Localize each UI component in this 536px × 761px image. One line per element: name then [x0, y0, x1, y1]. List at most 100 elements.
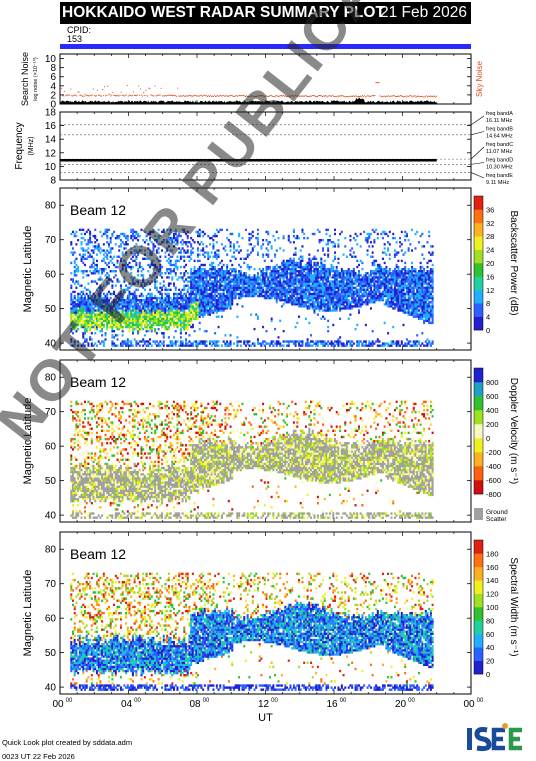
- power-cell: [332, 270, 335, 273]
- power-cell: [195, 301, 198, 304]
- power-cell: [77, 305, 80, 308]
- power-cell: [193, 309, 196, 312]
- power-cell: [173, 315, 176, 318]
- power-cell: [186, 280, 189, 283]
- power-cell: [195, 340, 198, 343]
- power-cell: [186, 251, 189, 254]
- power-cell: [195, 282, 198, 285]
- power-cell: [260, 282, 263, 285]
- power-cell: [310, 334, 313, 337]
- power-cell: [279, 282, 282, 285]
- sky-noise-point: [288, 95, 290, 97]
- power-cell: [378, 296, 381, 300]
- power-cell: [296, 294, 299, 298]
- power-cell: [82, 276, 85, 279]
- power-cell: [268, 286, 271, 289]
- power-cell: [208, 243, 211, 246]
- power-cell: [299, 249, 302, 252]
- power-cell: [239, 286, 242, 289]
- power-cell: [212, 245, 215, 248]
- power-cell: [217, 249, 220, 252]
- power-cell: [274, 255, 277, 258]
- power-cell: [133, 276, 136, 279]
- power-cell: [166, 228, 169, 232]
- power-cell: [234, 278, 237, 281]
- power-cell: [376, 267, 379, 271]
- power-cell: [149, 305, 152, 308]
- power-cell: [210, 251, 213, 254]
- power-cell: [277, 280, 280, 283]
- power-cell: [137, 317, 140, 320]
- power-cell: [167, 239, 170, 242]
- power-cell: [248, 276, 251, 279]
- power-cell: [381, 274, 384, 277]
- power-cell: [385, 282, 388, 285]
- power-cell: [125, 321, 128, 325]
- power-cell: [244, 292, 247, 296]
- power-cell: [226, 228, 229, 232]
- sky-noise-point: [105, 95, 107, 97]
- power-cell: [291, 261, 294, 265]
- plot-title: HOKKAIDO WEST RADAR SUMMARY PLOT: [62, 4, 385, 21]
- power-cell: [215, 282, 218, 285]
- power-cell: [104, 303, 107, 306]
- power-cell: [369, 344, 372, 347]
- power-cell: [116, 319, 119, 323]
- power-cell: [169, 311, 172, 314]
- power-cell: [310, 298, 313, 302]
- sky-noise-point: [95, 95, 97, 97]
- power-cell: [310, 305, 313, 308]
- power-cell: [71, 303, 74, 306]
- sky-noise-point: [73, 94, 75, 96]
- power-cell: [113, 255, 116, 258]
- power-cell: [265, 270, 268, 273]
- power-cell: [183, 249, 186, 252]
- power-cell: [222, 284, 225, 287]
- power-cell: [102, 313, 105, 316]
- power-cell: [280, 294, 283, 298]
- power-cell: [131, 309, 134, 312]
- power-cell: [313, 309, 316, 312]
- power-cell: [82, 342, 85, 345]
- power-cell: [332, 276, 335, 279]
- power-cell: [171, 311, 174, 314]
- power-cell: [243, 284, 246, 287]
- power-cell: [220, 259, 223, 263]
- power-cell: [131, 327, 134, 331]
- power-cell: [274, 274, 277, 277]
- power-cell: [286, 263, 289, 267]
- power-cell: [125, 301, 128, 304]
- power-cell: [198, 228, 201, 232]
- power-cell: [308, 305, 311, 308]
- power-cell: [303, 296, 306, 300]
- power-cell: [287, 278, 290, 281]
- power-cell: [275, 290, 278, 294]
- power-cell: [311, 284, 314, 287]
- power-cell: [322, 288, 325, 292]
- power-cell: [138, 319, 141, 323]
- power-cell: [174, 305, 177, 308]
- power-cell: [181, 255, 184, 258]
- sky-noise-point: [342, 95, 344, 97]
- power-cell: [183, 265, 186, 269]
- power-cell: [388, 303, 391, 306]
- power-cell: [268, 342, 271, 345]
- power-cell: [202, 286, 205, 289]
- power-cell: [178, 292, 181, 296]
- sky-noise-point: [317, 95, 319, 97]
- power-cell: [190, 251, 193, 254]
- power-cell: [167, 245, 170, 248]
- power-cell: [150, 307, 153, 310]
- power-cell: [330, 292, 333, 296]
- power-cell: [334, 288, 337, 292]
- power-cell: [323, 267, 326, 271]
- power-cell: [94, 236, 97, 240]
- power-cell: [150, 303, 153, 306]
- power-cell: [239, 272, 242, 275]
- power-cell: [310, 265, 313, 269]
- power-cell: [299, 344, 302, 347]
- power-cell: [190, 282, 193, 285]
- power-cell: [243, 286, 246, 289]
- power-cell: [83, 253, 86, 256]
- sky-noise-point: [277, 95, 279, 97]
